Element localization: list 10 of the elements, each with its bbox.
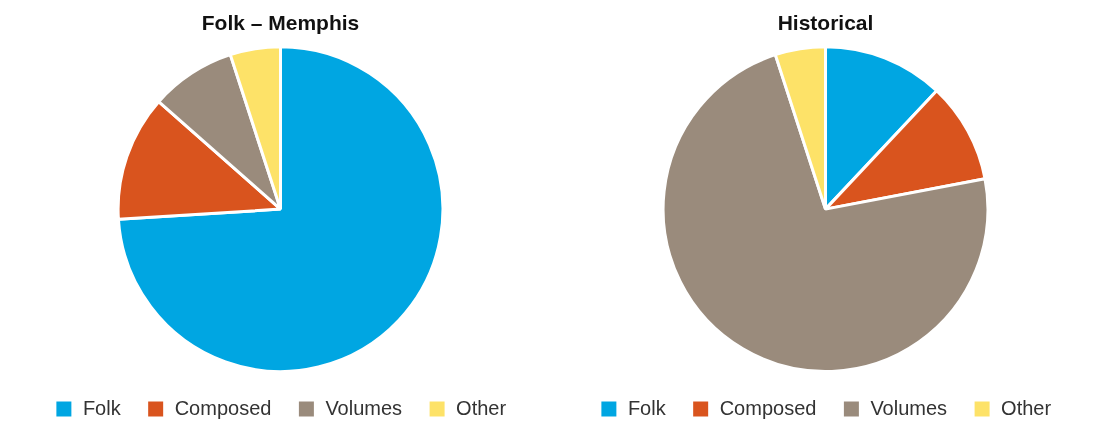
legend-label: Folk [627,396,667,419]
chart-title: Folk – Memphis [201,11,360,35]
legend-label: Composed [174,396,272,419]
legend-label: Volumes [870,396,948,419]
legend-label: Composed [719,396,817,419]
legend-label: Other [456,396,507,419]
legend-label: Folk [82,396,122,419]
legend-label: Other [1001,396,1052,419]
legend-label: Volumes [325,396,403,419]
chart-title: Historical [777,11,874,35]
